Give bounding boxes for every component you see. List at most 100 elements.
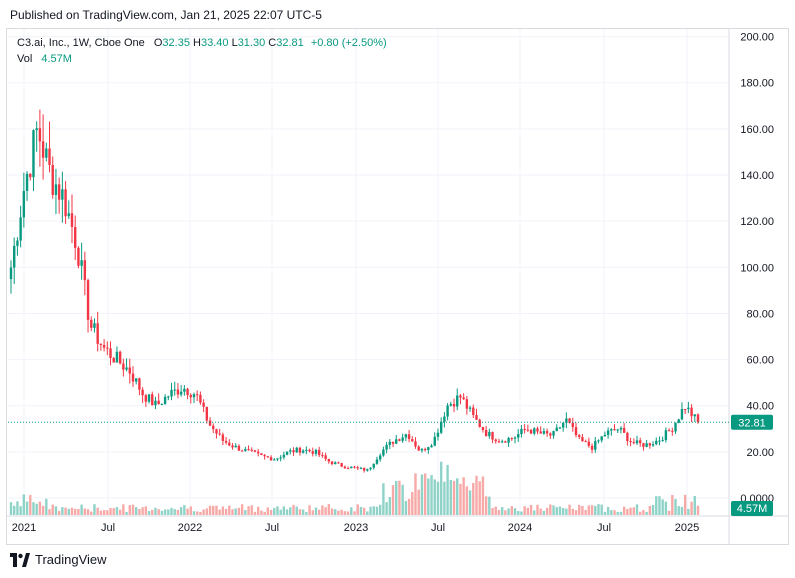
volume-bar: [77, 508, 80, 515]
volume-bar: [597, 504, 600, 515]
volume-bar: [561, 508, 565, 515]
candle-body: [571, 422, 574, 428]
candle-body: [80, 260, 83, 266]
candle-body: [491, 431, 494, 440]
candle-body: [488, 431, 491, 437]
volume-bar: [141, 507, 144, 515]
candle-body: [16, 240, 19, 246]
candle-body: [632, 442, 635, 444]
volume-legend: Vol 4.57M: [17, 53, 72, 65]
candle-body: [671, 430, 674, 432]
y-tick-label: 160.00: [740, 124, 774, 136]
candle-body: [578, 435, 581, 438]
candle-body: [154, 400, 157, 406]
volume-bar: [500, 507, 504, 515]
candle-body: [523, 428, 526, 430]
volume-bar: [179, 507, 183, 515]
volume-bar: [301, 509, 305, 515]
volume-bar: [411, 492, 414, 515]
volume-bar: [102, 510, 106, 515]
candle-body: [212, 425, 215, 430]
tradingview-logo[interactable]: TradingView: [10, 552, 107, 567]
volume-bar: [67, 508, 70, 515]
candle-body: [526, 429, 530, 431]
volume-bar: [517, 511, 520, 515]
volume-bar: [404, 500, 408, 515]
candle-body: [683, 409, 687, 411]
candle-body: [224, 440, 228, 443]
volume-bar: [70, 507, 74, 515]
volume-bar: [687, 508, 690, 515]
volume-bar: [244, 510, 247, 515]
candle-body: [221, 434, 225, 441]
candle-body: [292, 450, 295, 453]
volume-bar: [99, 510, 103, 515]
candle-body: [411, 439, 414, 442]
volume-bar: [693, 495, 696, 515]
candle-body: [285, 451, 289, 455]
volume-bar: [574, 510, 578, 515]
candle-body: [529, 429, 533, 434]
candle-body: [661, 440, 664, 442]
candle-body: [594, 441, 597, 450]
volume-bar: [565, 508, 568, 515]
volume-bar: [337, 510, 340, 515]
volume-bar: [529, 505, 533, 515]
candle-body: [314, 449, 318, 454]
volume-bar: [106, 510, 109, 515]
volume-bar: [13, 505, 16, 515]
candle-body: [74, 226, 77, 248]
candle-body: [680, 409, 684, 420]
candle-body: [321, 455, 324, 457]
candle-body: [443, 416, 446, 422]
candle-body: [414, 441, 417, 447]
volume-bar: [536, 504, 539, 515]
volume-bar: [228, 505, 231, 515]
candle-body: [369, 467, 372, 470]
candle-body: [208, 420, 212, 426]
candle-body: [401, 437, 404, 441]
candle-body: [54, 184, 58, 195]
volume-bar: [321, 505, 324, 515]
candle-body: [613, 429, 616, 431]
candle-body: [507, 438, 510, 443]
candle-body: [240, 450, 244, 452]
volume-bar: [147, 511, 151, 515]
volume-bar: [48, 509, 51, 515]
volume-bar: [279, 509, 282, 515]
price-badge: 32.81: [731, 414, 773, 430]
candle-body: [385, 444, 388, 450]
volume-bar: [507, 508, 510, 515]
volume-badge: 4.57M: [731, 501, 773, 516]
x-tick-label: 2022: [178, 522, 202, 534]
volume-bar: [446, 464, 449, 515]
legend[interactable]: C3.ai, Inc., 1W, Cboe One O32.35 H33.40 …: [17, 37, 387, 49]
candle-body: [25, 173, 29, 191]
candle-body: [102, 345, 106, 348]
candle-body: [237, 445, 241, 451]
legend-c-value: 32.81: [276, 37, 304, 49]
candle-body: [674, 422, 677, 432]
volume-bar: [343, 511, 347, 515]
candle-body: [475, 414, 478, 420]
volume-bar: [125, 511, 128, 515]
volume-bar: [452, 480, 456, 515]
volume-bar: [353, 511, 356, 515]
volume-bar: [128, 505, 131, 515]
candle-body: [356, 467, 359, 469]
candle-body: [359, 467, 363, 469]
volume-bar: [430, 475, 433, 515]
candle-body: [99, 343, 103, 346]
candle-body: [590, 445, 594, 450]
vol-value: 4.57M: [41, 53, 72, 65]
candle-body: [388, 441, 392, 445]
candle-body: [48, 148, 51, 165]
candle-body: [693, 414, 696, 417]
candle-body: [173, 389, 176, 391]
candle-body: [337, 462, 340, 464]
candle-body: [350, 466, 353, 469]
volume-bar: [600, 504, 603, 515]
y-tick-label: 200.00: [740, 32, 774, 44]
x-tick-label: 2023: [344, 522, 368, 534]
